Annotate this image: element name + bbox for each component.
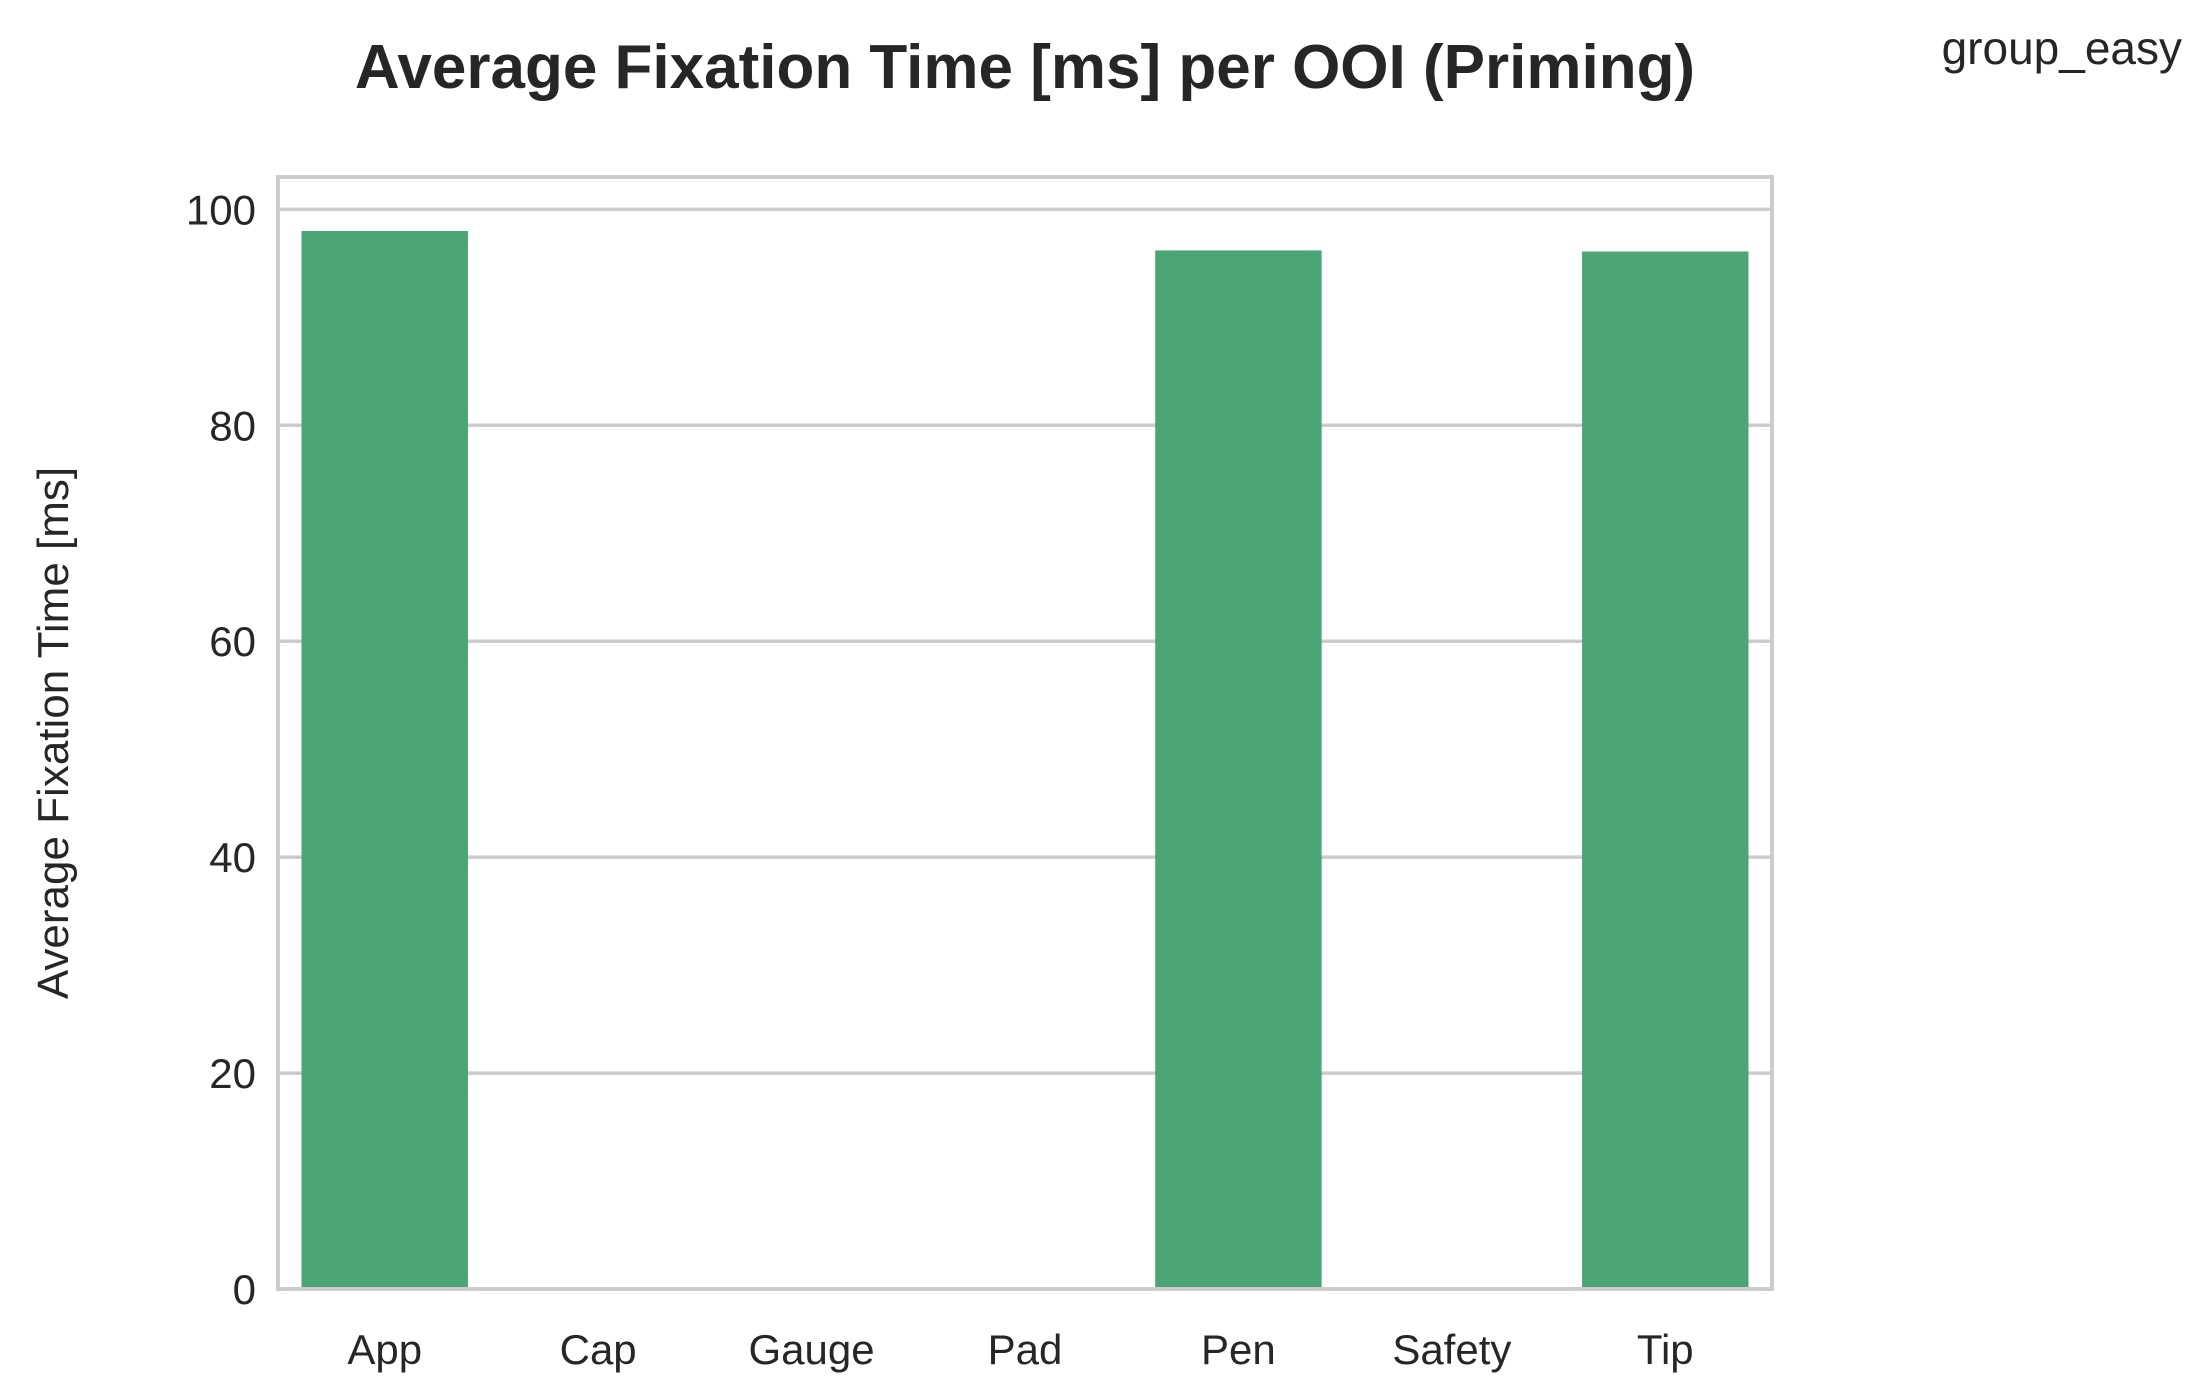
y-tick-label: 40 [209,834,256,881]
y-tick-labels: 0 20 40 60 80 100 [186,186,256,1313]
bar-pen [1155,250,1322,1290]
plot-frame [276,175,1774,1291]
x-tick-labels: App Cap Gauge Pad Pen Safety Tip [347,1326,1693,1373]
y-gridlines [278,207,1772,1075]
x-tick-label: App [347,1326,422,1373]
legend-entry-group-easy: group_easy [1942,22,2182,74]
y-tick-label: 20 [209,1050,256,1097]
y-tick-label: 80 [209,402,256,449]
y-tick-label: 100 [186,186,256,233]
y-tick-label: 0 [233,1266,256,1313]
y-tick-label: 60 [209,618,256,665]
x-tick-label: Tip [1637,1326,1694,1373]
x-tick-label: Safety [1392,1326,1511,1373]
bars [301,230,1749,1290]
bar-tip [1582,251,1749,1290]
y-axis-label: Average Fixation Time [ms] [29,467,78,999]
x-tick-label: Pen [1201,1326,1276,1373]
x-tick-label: Pad [988,1326,1063,1373]
x-tick-label: Cap [560,1326,637,1373]
x-tick-label: Gauge [749,1326,875,1373]
bar-app [301,230,468,1289]
chart-title: Average Fixation Time [ms] per OOI (Prim… [355,33,1695,102]
